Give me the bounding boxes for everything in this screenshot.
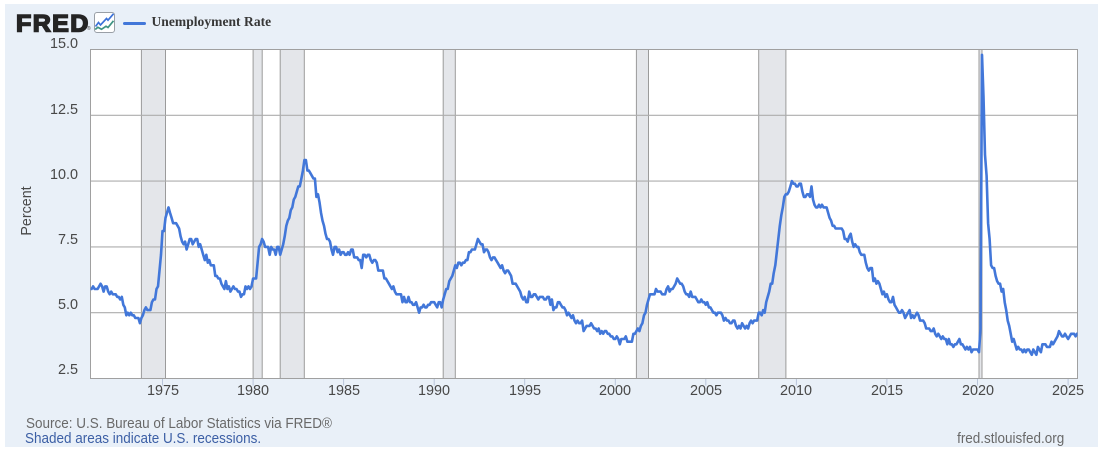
svg-text:FRED: FRED xyxy=(16,11,90,37)
